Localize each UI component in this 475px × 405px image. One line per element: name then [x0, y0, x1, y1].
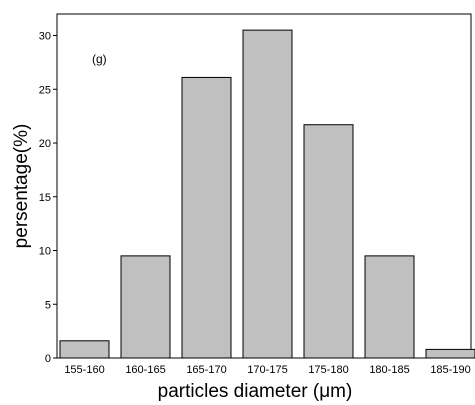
bar-165-170: [181, 76, 232, 359]
y-tick-label: 10: [39, 246, 51, 258]
x-tick-label: 160-165: [125, 364, 165, 376]
x-tick-label: 170-175: [247, 364, 287, 376]
y-tick-label: 25: [39, 84, 51, 96]
bar-170-175: [242, 29, 293, 359]
y-tick-label: 5: [45, 299, 51, 311]
panel-annotation: (g): [92, 52, 107, 66]
x-tick-label: 185-190: [430, 364, 470, 376]
x-tick-label: 165-170: [186, 364, 226, 376]
y-tick-label: 30: [39, 31, 51, 43]
bar-180-185: [364, 255, 415, 359]
y-tick-label: 15: [39, 192, 51, 204]
y-axis: 0 5 10 15 20 25 30: [39, 31, 57, 365]
x-tick-label: 175-180: [308, 364, 348, 376]
bar-160-165: [120, 255, 171, 359]
y-tick-label: 0: [45, 353, 51, 365]
x-axis: 155-160 160-165 165-170 170-175 175-180 180-1…: [64, 364, 470, 376]
x-tick-label: 155-160: [64, 364, 104, 376]
bars: [59, 29, 475, 359]
x-axis-title: particles diameter (μm): [158, 381, 353, 402]
y-axis-title: persentage(%): [11, 124, 32, 249]
bar-175-180: [303, 124, 354, 359]
x-tick-label: 180-185: [369, 364, 409, 376]
bar-185-190: [425, 348, 475, 359]
y-tick-label: 20: [39, 138, 51, 150]
bar-155-160: [59, 340, 110, 359]
